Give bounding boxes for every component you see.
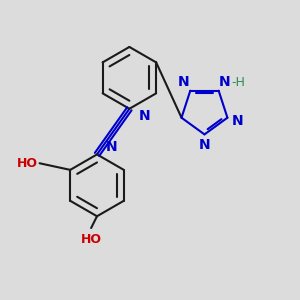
Text: HO: HO	[81, 233, 102, 246]
Text: N: N	[232, 114, 243, 128]
Text: -H: -H	[231, 76, 245, 88]
Text: N: N	[178, 75, 190, 89]
Text: N: N	[106, 140, 118, 154]
Text: N: N	[199, 138, 210, 152]
Text: N: N	[219, 75, 231, 89]
Text: HO: HO	[17, 157, 38, 170]
Text: N: N	[138, 109, 150, 123]
